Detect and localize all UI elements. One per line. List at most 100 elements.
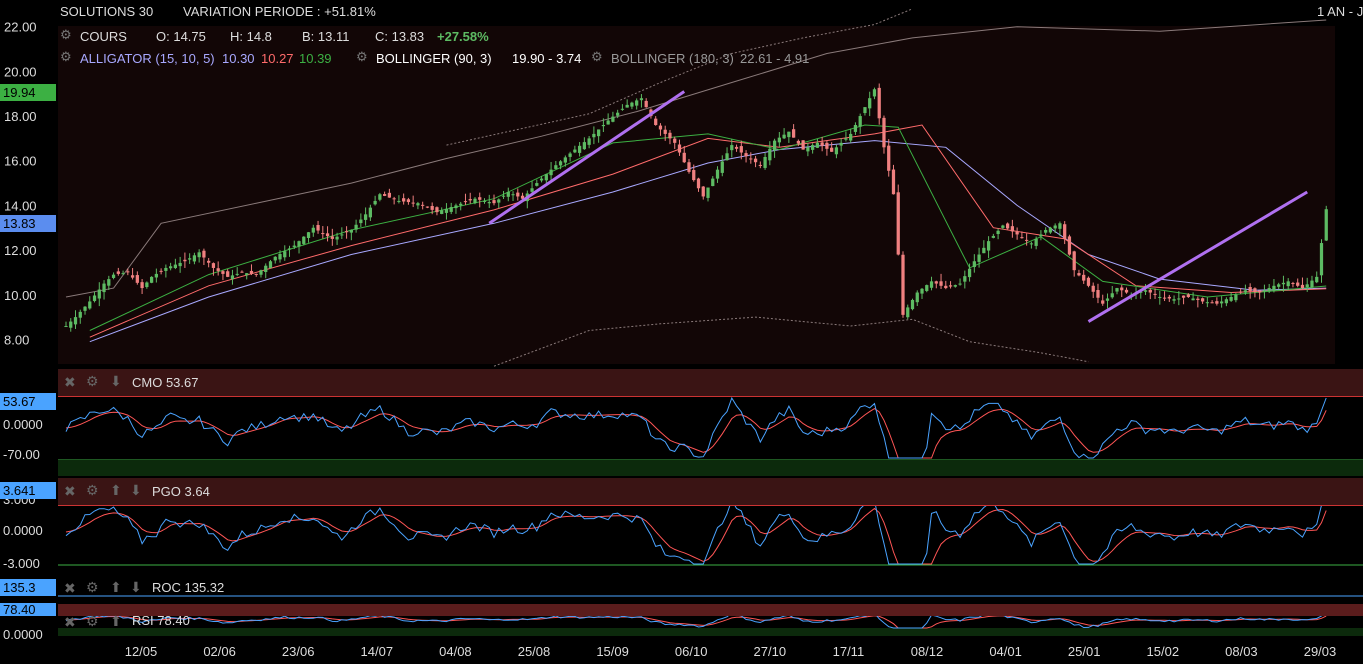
pgo-signal-line [65, 507, 1327, 565]
date-tick-label: 25/01 [1068, 644, 1101, 659]
date-tick-label: 08/03 [1225, 644, 1258, 659]
candle-body [1167, 296, 1171, 299]
alligator-settings-icon[interactable]: ⚙ [60, 49, 72, 64]
candle-body [473, 198, 477, 204]
cmo-line [65, 396, 1327, 459]
candle-body [292, 245, 296, 247]
roc-close-icon[interactable]: ✖ [64, 580, 76, 596]
candle-body [1324, 209, 1328, 241]
candle-body [706, 187, 710, 198]
candle-body [1005, 223, 1010, 229]
candle-body [891, 169, 896, 195]
candle-body [1172, 299, 1176, 301]
candle-body [1153, 293, 1157, 295]
bollinger90-values: 19.90 - 3.74 [512, 51, 582, 66]
candle-body [88, 301, 92, 309]
candle-body [363, 214, 368, 220]
candle-body [1315, 276, 1319, 283]
candle-body [421, 204, 425, 206]
candle-body [1025, 239, 1029, 241]
pgo-tick-1: 0.0000 [3, 523, 43, 538]
candle-body [1262, 290, 1267, 292]
rsi-value-label: 78.40 [0, 603, 56, 616]
candle-body [1148, 289, 1152, 293]
candle-body [739, 146, 743, 153]
pgo-move-down-icon[interactable]: ⬇ [130, 482, 142, 498]
candle-body [183, 259, 187, 262]
rsi-settings-icon[interactable]: ⚙ [86, 613, 99, 629]
candle-body [1243, 290, 1248, 293]
bollinger180-settings-icon[interactable]: ⚙ [591, 49, 603, 64]
candle-body [1067, 236, 1072, 255]
candle-body [1186, 294, 1190, 297]
candle-body [558, 161, 563, 166]
candle-body [544, 174, 548, 181]
candle-body [135, 275, 139, 283]
price-tick-label: 16.00 [4, 154, 37, 169]
candle-body [440, 210, 444, 214]
candle-body [211, 263, 216, 268]
cmo-close-icon[interactable]: ✖ [64, 374, 76, 390]
candle-body [915, 292, 919, 303]
cmo-move-down-icon[interactable]: ⬇ [110, 373, 122, 389]
pgo-move-up-icon[interactable]: ⬆ [110, 482, 122, 498]
candle-body [249, 270, 254, 274]
period-selector[interactable]: 1 AN - J [1317, 4, 1363, 19]
cmo-signal-line [65, 408, 1327, 459]
candle-body [1058, 223, 1062, 229]
pgo-settings-icon[interactable]: ⚙ [86, 482, 99, 498]
date-tick-label: 06/10 [675, 644, 708, 659]
candle-body [673, 138, 677, 143]
cours-settings-icon[interactable]: ⚙ [60, 27, 72, 42]
candle-body [1105, 298, 1110, 301]
candle-body [815, 142, 820, 148]
candle-body [682, 152, 686, 163]
candle-body [126, 271, 130, 273]
candle-body [501, 195, 506, 197]
candle-body [1044, 229, 1048, 233]
pgo-value-label: 3.641 [0, 482, 56, 499]
candle-body [1077, 273, 1081, 276]
candle-body [1082, 274, 1086, 281]
bollinger180-label: BOLLINGER (180, 3) [611, 51, 734, 66]
cmo-oversold-zone [58, 460, 1363, 476]
rsi-move-up-icon[interactable]: ⬆ [110, 613, 122, 629]
date-tick-label: 04/01 [989, 644, 1022, 659]
candle-body [1034, 238, 1038, 246]
alligator-jaw-value: 10.30 [222, 51, 255, 66]
pgo-panel-header [58, 478, 1363, 506]
candle-body [73, 317, 78, 325]
cmo-settings-icon[interactable]: ⚙ [86, 373, 99, 389]
candle-body [1291, 283, 1295, 285]
bollinger180-upper-line [65, 19, 1327, 298]
candle-body [482, 200, 487, 202]
candle-body [1053, 225, 1057, 229]
candle-body [720, 161, 724, 173]
candle-body [411, 202, 415, 204]
candle-body [178, 262, 182, 267]
roc-move-up-icon[interactable]: ⬆ [110, 579, 122, 595]
candle-body [468, 199, 472, 201]
candle-body [1020, 237, 1024, 239]
candle-body [1177, 298, 1181, 300]
candle-body [592, 133, 596, 138]
candle-body [806, 147, 810, 152]
candle-body [620, 108, 625, 110]
pgo-close-icon[interactable]: ✖ [64, 483, 76, 499]
candle-body [516, 192, 520, 197]
date-tick-label: 29/03 [1304, 644, 1337, 659]
candle-body [159, 270, 163, 272]
rsi-close-icon[interactable]: ✖ [64, 614, 76, 630]
cmo-tick-0: 0.0000 [3, 417, 43, 432]
candle-body [83, 306, 87, 311]
price-tick-label: 12.00 [4, 243, 37, 258]
roc-move-down-icon[interactable]: ⬇ [130, 579, 142, 595]
candle-body [287, 248, 292, 250]
bollinger90-settings-icon[interactable]: ⚙ [356, 49, 368, 64]
roc-settings-icon[interactable]: ⚙ [86, 579, 99, 595]
candle-body [359, 219, 363, 224]
candle-body [264, 265, 268, 272]
candle-body [844, 138, 848, 140]
rsi-title: RSI 78.40 [132, 613, 190, 628]
